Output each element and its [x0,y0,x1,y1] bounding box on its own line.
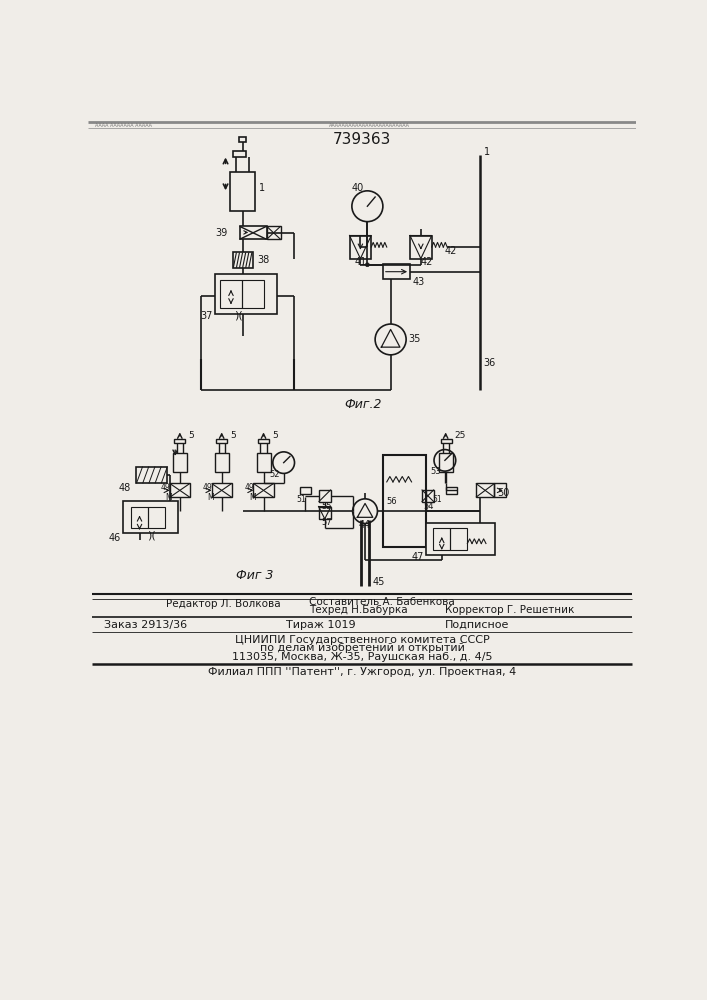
Text: Фиг 3: Фиг 3 [235,569,273,582]
Text: 49: 49 [244,483,254,492]
Bar [253,483,274,497]
Bar [148,507,165,528]
Text: 47: 47 [411,552,424,562]
Bar [220,280,242,308]
Text: Составитель А. Бабенкова: Составитель А. Бабенкова [309,597,455,607]
Circle shape [366,263,369,267]
Text: по делам изобретений и открытий: по делам изобретений и открытий [259,643,464,653]
Bar [441,439,452,443]
Bar [410,235,432,259]
Bar [300,487,311,494]
Bar [383,455,426,547]
Bar [211,483,232,497]
Text: 48: 48 [119,483,131,493]
Text: 42: 42 [445,246,457,256]
Text: 36: 36 [484,358,496,368]
Bar [242,280,264,308]
Bar [349,235,371,259]
Text: 38: 38 [257,255,269,265]
Bar [233,252,252,268]
Bar [215,274,276,314]
Text: 5: 5 [188,431,194,440]
Bar [136,466,168,483]
Text: 49: 49 [202,483,212,492]
Bar [216,439,227,443]
Bar [426,523,495,555]
Text: 39: 39 [216,228,228,238]
Bar [123,501,177,533]
Text: ЦНИИПИ Государственного комитета СССР: ЦНИИПИ Государственного комитета СССР [235,635,489,645]
Text: M: M [165,493,172,502]
Text: 43: 43 [412,277,425,287]
Bar [494,483,506,497]
Text: 35: 35 [409,334,421,344]
Text: 49: 49 [160,483,170,492]
Bar [230,172,255,211]
Bar [319,490,331,502]
Bar [215,453,228,472]
Text: АААААААААААААААААААААААА: АААААААААААААААААААААААА [329,123,409,128]
Bar [131,507,148,528]
Text: 56: 56 [387,497,397,506]
Text: 37: 37 [200,311,212,321]
Bar [433,528,450,550]
Text: M: M [249,493,255,502]
Bar [319,507,331,519]
Text: Тираж 1019: Тираж 1019 [286,620,356,630]
Bar [258,439,269,443]
Bar [445,487,457,494]
Text: 50: 50 [497,488,509,498]
Text: )(: )( [148,531,156,541]
Bar [170,483,190,497]
Bar [257,453,271,472]
Text: 53: 53 [431,467,441,476]
Text: 46: 46 [109,533,121,543]
Text: M: M [207,493,214,502]
Text: Подписное: Подписное [445,620,509,630]
Text: 40: 40 [351,183,363,193]
Bar [383,264,410,279]
Bar [233,151,246,157]
Text: 113035, Москва, Ж-35, Раушская наб., д. 4/5: 113035, Москва, Ж-35, Раушская наб., д. … [232,652,492,662]
Text: Фиг.2: Фиг.2 [344,398,382,411]
Text: 5: 5 [272,431,278,440]
Text: 42: 42 [421,257,433,267]
Text: Заказ 2913/36: Заказ 2913/36 [104,620,187,630]
Text: 1: 1 [259,183,265,193]
Bar [450,528,467,550]
Bar [267,226,281,239]
Text: 57: 57 [321,518,332,527]
Text: 25: 25 [454,431,465,440]
Text: АААА ААААААА ААААА: АААА ААААААА ААААА [95,123,151,128]
Text: Техред Н.Бабурка: Техред Н.Бабурка [309,605,408,615]
Text: Филиал ППП ''Патент'', г. Ужгород, ул. Проектная, 4: Филиал ППП ''Патент'', г. Ужгород, ул. П… [208,667,516,677]
Text: )(: )( [234,311,243,321]
Bar [240,226,267,239]
Bar [239,137,247,142]
Text: 41: 41 [354,257,366,267]
Text: Редактор Л. Волкова: Редактор Л. Волкова [166,599,281,609]
Bar [421,490,434,502]
Text: 739363: 739363 [333,132,391,147]
Text: 1: 1 [484,147,490,157]
Text: 52: 52 [269,470,280,479]
Text: 44: 44 [358,520,370,530]
Text: 55: 55 [321,502,332,511]
Bar [476,483,494,497]
Text: 45: 45 [373,577,385,587]
Text: 54: 54 [423,502,433,511]
Bar [175,439,185,443]
Bar [440,453,453,472]
Bar [173,453,187,472]
Text: 5: 5 [230,431,236,440]
Text: 51: 51 [432,495,442,504]
Text: Корректор Г. Решетник: Корректор Г. Решетник [445,605,574,615]
Text: 51: 51 [296,495,305,504]
